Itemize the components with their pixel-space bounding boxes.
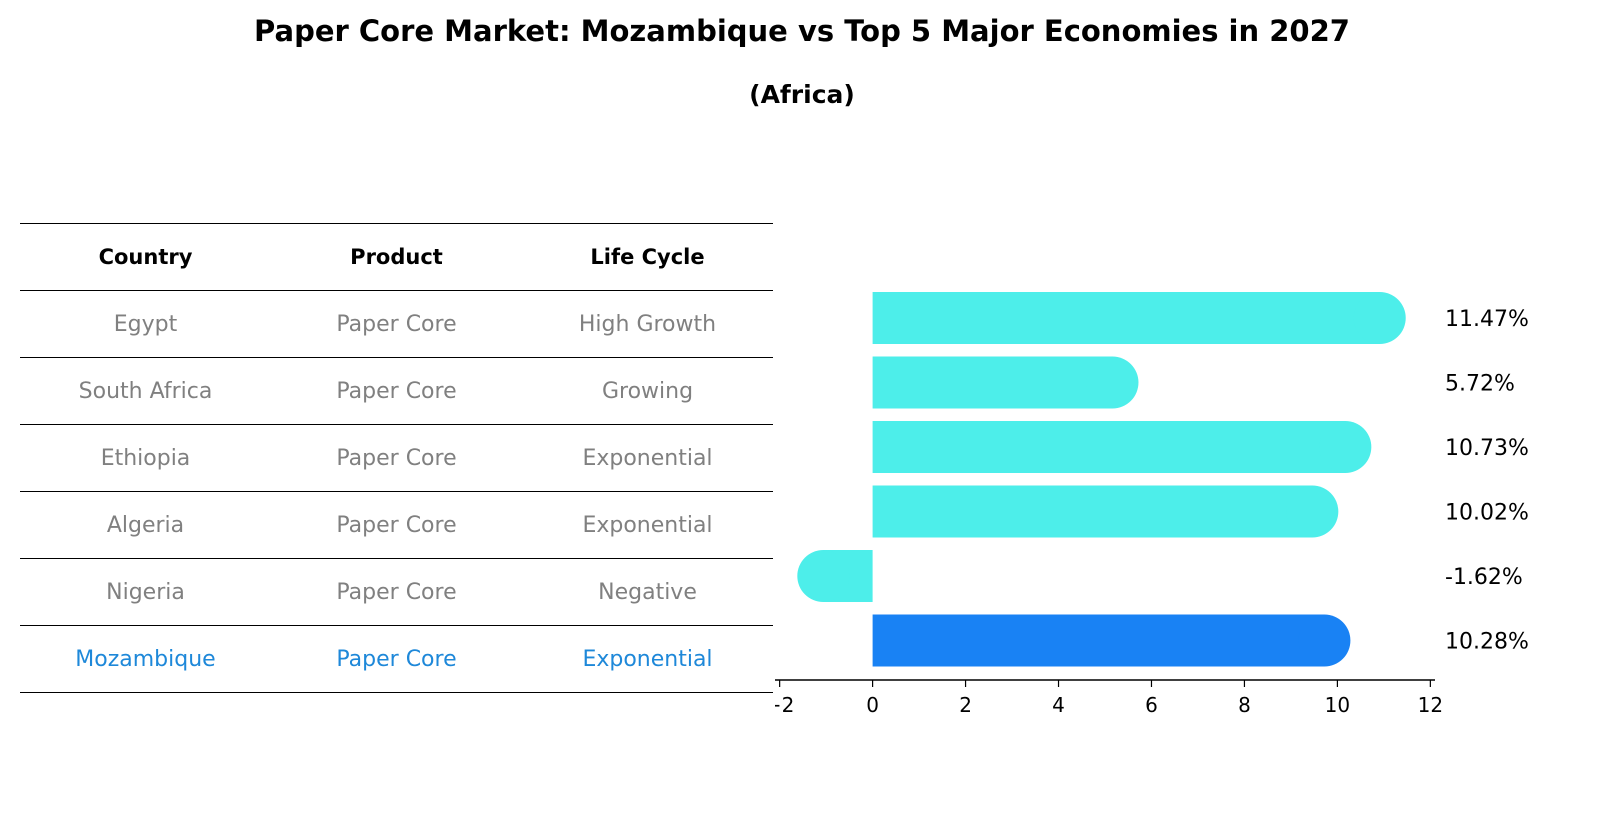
bar-egypt xyxy=(872,292,1406,344)
bar-algeria xyxy=(872,485,1339,538)
value-label: 10.73% xyxy=(1445,436,1529,461)
table-row: South Africa Paper Core Growing xyxy=(20,357,773,424)
country-table: Country Product Life Cycle Egypt Paper C… xyxy=(20,223,773,693)
country-cell: Nigeria xyxy=(106,579,185,605)
table-row: Nigeria Paper Core Negative xyxy=(20,558,773,625)
product-cell: Paper Core xyxy=(336,445,457,471)
x-tick-label: 4 xyxy=(1052,693,1065,717)
table-row-highlighted: Mozambique Paper Core Exponential xyxy=(20,625,773,693)
x-tick-label: 10 xyxy=(1325,693,1350,717)
chart-subtitle: (Africa) xyxy=(749,80,855,109)
product-cell: Paper Core xyxy=(336,311,457,337)
table-header-row: Country Product Life Cycle xyxy=(20,223,773,290)
table-row: Ethiopia Paper Core Exponential xyxy=(20,424,773,491)
product-cell: Paper Core xyxy=(336,646,457,672)
life-cycle-cell: Growing xyxy=(601,378,694,404)
header-product: Product xyxy=(350,245,443,269)
country-cell: Egypt xyxy=(113,311,178,337)
life-cycle-cell: Exponential xyxy=(582,445,713,471)
life-cycle-cell: Negative xyxy=(598,579,697,605)
bar-chart: 11.47% 5.72% 10.73% 10.02% -1.62% 10.28% −2 0 2 4… xyxy=(775,292,1529,717)
x-tick-label: 2 xyxy=(959,693,972,717)
chart-title: Paper Core Market: Mozambique vs Top 5 M… xyxy=(254,14,1350,48)
table-row: Algeria Paper Core Exponential xyxy=(20,491,773,558)
header-country: Country xyxy=(98,245,193,269)
value-label: 10.28% xyxy=(1445,630,1529,655)
country-cell: Mozambique xyxy=(75,646,216,672)
product-cell: Paper Core xyxy=(336,512,457,538)
value-label: 5.72% xyxy=(1445,372,1515,397)
bar-mozambique xyxy=(872,614,1351,667)
product-cell: Paper Core xyxy=(336,579,457,605)
value-label: 11.47% xyxy=(1445,307,1529,332)
x-tick-label: 0 xyxy=(866,693,879,717)
life-cycle-cell: Exponential xyxy=(582,512,713,538)
product-cell: Paper Core xyxy=(336,378,457,404)
x-tick-label: 12 xyxy=(1418,693,1443,717)
x-tick-label: −2 xyxy=(775,693,794,717)
country-cell: Algeria xyxy=(106,512,185,538)
bar-nigeria xyxy=(797,550,873,602)
bar-ethiopia xyxy=(872,421,1372,473)
x-tick-label: 6 xyxy=(1145,693,1158,717)
value-label: 10.02% xyxy=(1445,501,1529,526)
life-cycle-cell: Exponential xyxy=(582,646,713,672)
value-label: -1.62% xyxy=(1445,565,1523,590)
life-cycle-cell: High Growth xyxy=(578,311,717,337)
x-tick-label: 8 xyxy=(1238,693,1251,717)
header-life-cycle: Life Cycle xyxy=(590,245,705,269)
bar-south-africa xyxy=(872,356,1139,409)
table-row: Egypt Paper Core High Growth xyxy=(20,290,773,357)
country-cell: Ethiopia xyxy=(100,445,191,471)
country-cell: South Africa xyxy=(78,378,213,404)
